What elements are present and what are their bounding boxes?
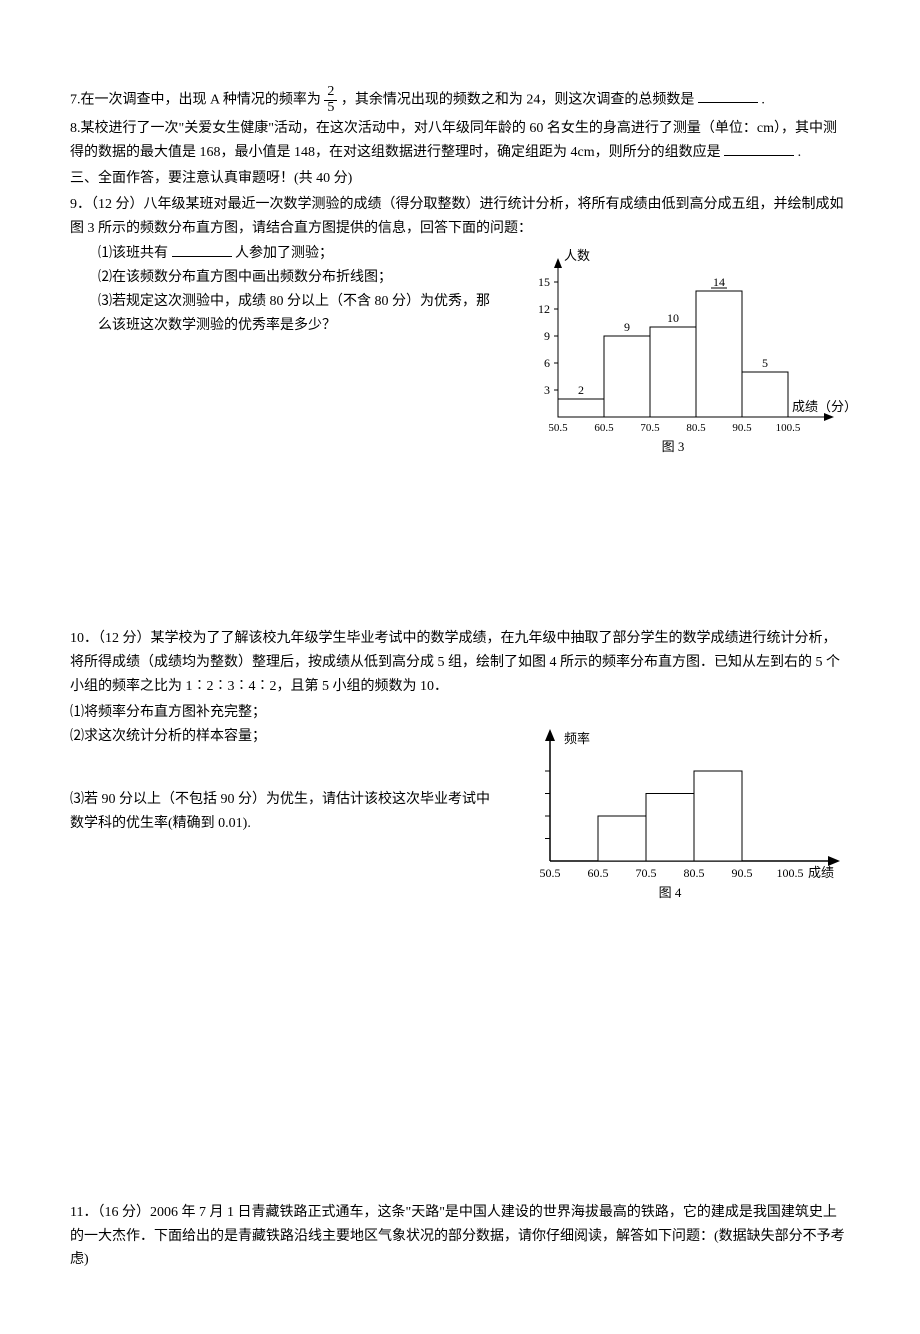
svg-text:14: 14 [713, 275, 725, 289]
q9-p1a: ⑴该班共有 [98, 246, 168, 261]
svg-text:60.5: 60.5 [588, 866, 609, 880]
q7-suffix: ，其余情况出现的频数之和为 24，则这次调查的总频数是 [341, 92, 695, 107]
answer-blank [172, 242, 232, 257]
svg-text:50.5: 50.5 [540, 866, 561, 880]
q10-part1: ⑴将频率分布直方图补充完整； [70, 701, 500, 725]
q10-part3: ⑶若 90 分以上（不包括 90 分）为优生，请估计该校这次毕业考试中数学科的优… [70, 788, 500, 836]
svg-text:100.5: 100.5 [776, 422, 801, 434]
q9-part1: ⑴该班共有 人参加了测验； [70, 242, 500, 266]
svg-text:图 4: 图 4 [659, 885, 682, 900]
question-7: 7.在一次调查中，出现 A 种情况的频率为 2 5 ，其余情况出现的频数之和为 … [70, 85, 850, 115]
svg-text:12: 12 [538, 302, 550, 316]
figure-3-histogram: 3 6 9 12 15 2 9 10 14 5 50.5 60.5 70.5 80.5 90.5 100.5 人… [510, 242, 850, 467]
q7-prefix: 7.在一次调查中，出现 A 种情况的频率为 [70, 92, 321, 107]
vertical-spacer [70, 911, 850, 1201]
section-3-header: 三、全面作答，要注意认真审题呀！(共 40 分) [70, 167, 850, 191]
question-9-intro: 9．（12 分）八年级某班对最近一次数学测验的成绩（得分取整数）进行统计分析，将… [70, 193, 850, 241]
svg-text:70.5: 70.5 [640, 422, 660, 434]
svg-text:10: 10 [667, 311, 679, 325]
question-10-body: ⑴将频率分布直方图补充完整； ⑵求这次统计分析的样本容量； ⑶若 90 分以上（… [70, 701, 850, 911]
answer-blank [698, 88, 758, 103]
svg-text:频率: 频率 [564, 731, 590, 746]
q8-tail: . [798, 145, 802, 160]
svg-text:6: 6 [544, 356, 550, 370]
svg-text:90.5: 90.5 [732, 866, 753, 880]
q8-text: 8.某校进行了一次"关爱女生健康"活动，在这次活动中，对八年级同年龄的 60 名… [70, 121, 837, 160]
fraction-numerator: 2 [324, 85, 337, 101]
question-9-body: ⑴该班共有 人参加了测验； ⑵在该频数分布直方图中画出频数分布折线图； ⑶若规定… [70, 242, 850, 467]
q9-part2: ⑵在该频数分布直方图中画出频数分布折线图； [70, 266, 500, 290]
question-8: 8.某校进行了一次"关爱女生健康"活动，在这次活动中，对八年级同年龄的 60 名… [70, 117, 850, 165]
svg-text:2: 2 [578, 383, 584, 397]
question-11: 11．（16 分）2006 年 7 月 1 日青藏铁路正式通车，这条"天路"是中… [70, 1201, 850, 1272]
q7-tail: . [761, 92, 765, 107]
svg-text:9: 9 [544, 329, 550, 343]
svg-text:80.5: 80.5 [684, 866, 705, 880]
q9-p1b: 人参加了测验； [235, 246, 333, 261]
svg-text:成绩（分）: 成绩（分） [792, 399, 850, 414]
q10-part2: ⑵求这次统计分析的样本容量； [70, 725, 500, 749]
svg-text:50.5: 50.5 [548, 422, 568, 434]
fraction-2-5: 2 5 [324, 85, 337, 115]
svg-text:15: 15 [538, 275, 550, 289]
svg-text:70.5: 70.5 [636, 866, 657, 880]
svg-text:图 3: 图 3 [662, 439, 685, 454]
figure-4-histogram: 50.5 60.5 70.5 80.5 90.5 100.5 频率成绩图 4 [510, 701, 850, 911]
question-10-intro: 10．（12 分）某学校为了了解该校九年级学生毕业考试中的数学成绩，在九年级中抽… [70, 627, 850, 698]
fraction-denominator: 5 [324, 101, 337, 116]
answer-blank [724, 141, 794, 156]
svg-text:9: 9 [624, 320, 630, 334]
svg-text:3: 3 [544, 383, 550, 397]
svg-text:60.5: 60.5 [594, 422, 614, 434]
svg-text:90.5: 90.5 [732, 422, 752, 434]
vertical-spacer [70, 467, 850, 627]
svg-text:5: 5 [762, 356, 768, 370]
svg-text:100.5: 100.5 [777, 866, 804, 880]
svg-text:成绩: 成绩 [808, 865, 834, 880]
svg-text:80.5: 80.5 [686, 422, 706, 434]
q9-part3: ⑶若规定这次测验中，成绩 80 分以上（不含 80 分）为优秀，那么该班这次数学… [70, 290, 500, 338]
svg-text:人数: 人数 [564, 248, 590, 263]
